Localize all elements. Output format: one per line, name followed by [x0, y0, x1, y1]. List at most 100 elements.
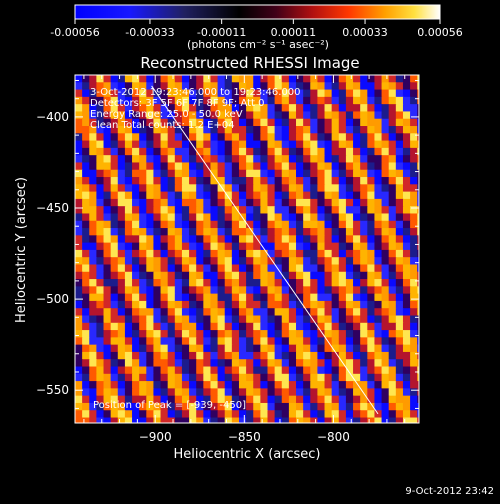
heatmap-pixel	[181, 191, 190, 200]
heatmap-pixel	[395, 118, 404, 127]
heatmap-pixel	[253, 126, 261, 134]
heatmap-pixel	[374, 228, 383, 236]
heatmap-pixel	[189, 381, 197, 389]
heatmap-pixel	[203, 235, 212, 244]
heatmap-pixel	[146, 184, 155, 193]
heatmap-pixel	[132, 417, 140, 423]
x-tick-label: −850	[228, 430, 261, 444]
heatmap-pixel	[174, 249, 183, 258]
heatmap-pixel	[410, 395, 418, 404]
heatmap-pixel	[281, 169, 290, 178]
heatmap-pixel	[146, 206, 155, 215]
heatmap-pixel	[153, 373, 162, 382]
heatmap-pixel	[253, 198, 261, 207]
heatmap-pixel	[360, 96, 368, 105]
heatmap-pixel	[281, 147, 290, 156]
heatmap-pixel	[324, 140, 333, 149]
heatmap-pixel	[89, 198, 97, 207]
heatmap-pixel	[395, 220, 404, 229]
heatmap-pixel	[153, 417, 162, 423]
heatmap-pixel	[360, 395, 368, 404]
heatmap-pixel	[324, 220, 333, 229]
heatmap-pixel	[203, 373, 212, 382]
heatmap-pixel	[395, 410, 404, 419]
heatmap-pixel	[82, 140, 90, 149]
heatmap-pixel	[388, 279, 397, 287]
heatmap-pixel	[267, 344, 276, 353]
heatmap-pixel	[117, 322, 126, 331]
heatmap-pixel	[395, 206, 404, 215]
heatmap-pixel	[367, 198, 376, 207]
heatmap-pixel	[395, 82, 404, 91]
heatmap-pixel	[288, 271, 297, 280]
heatmap-pixel	[117, 395, 126, 404]
heatmap-pixel	[181, 198, 190, 207]
heatmap-pixel	[281, 257, 290, 266]
heatmap-pixel	[374, 89, 383, 98]
heatmap-pixel	[381, 249, 390, 258]
heatmap-pixel	[267, 96, 276, 105]
heatmap-pixel	[402, 228, 411, 236]
heatmap-pixel	[146, 89, 155, 98]
heatmap-pixel	[417, 286, 419, 295]
heatmap-pixel	[189, 257, 197, 266]
heatmap-pixel	[75, 184, 83, 193]
heatmap-pixel	[110, 322, 119, 331]
heatmap-pixel	[388, 147, 397, 156]
heatmap-pixel	[381, 82, 390, 91]
heatmap-pixel	[181, 308, 190, 317]
heatmap-pixel	[160, 395, 169, 404]
heatmap-pixel	[96, 111, 105, 120]
heatmap-pixel	[110, 242, 119, 251]
heatmap-pixel	[217, 155, 226, 164]
heatmap-pixel	[381, 381, 390, 389]
heatmap-pixel	[153, 286, 162, 295]
heatmap-pixel	[253, 89, 261, 98]
heatmap-pixel	[210, 89, 219, 98]
heatmap-pixel	[110, 140, 119, 149]
heatmap-pixel	[388, 118, 397, 127]
heatmap-pixel	[181, 293, 190, 302]
heatmap-pixel	[117, 271, 126, 280]
heatmap-pixel	[110, 388, 119, 397]
heatmap-pixel	[381, 206, 390, 215]
heatmap-pixel	[267, 155, 276, 164]
heatmap-pixel	[181, 315, 190, 324]
heatmap-pixel	[231, 184, 240, 193]
heatmap-pixel	[231, 286, 240, 295]
heatmap-pixel	[353, 206, 361, 215]
heatmap-pixel	[117, 417, 126, 423]
heatmap-pixel	[281, 359, 290, 368]
heatmap-pixel	[303, 344, 311, 353]
heatmap-pixel	[103, 111, 112, 120]
heatmap-pixel	[132, 75, 140, 83]
heatmap-pixel	[345, 228, 354, 236]
heatmap-pixel	[267, 337, 276, 346]
heatmap-pixel	[388, 322, 397, 331]
heatmap-pixel	[317, 359, 326, 368]
heatmap-pixel	[410, 410, 418, 419]
heatmap-pixel	[402, 322, 411, 331]
heatmap-pixel	[288, 337, 297, 346]
heatmap-pixel	[324, 133, 333, 142]
heatmap-pixel	[338, 169, 347, 178]
heatmap-pixel	[324, 177, 333, 185]
heatmap-pixel	[303, 140, 311, 149]
heatmap-pixel	[417, 395, 419, 404]
heatmap-pixel	[374, 344, 383, 353]
heatmap-pixel	[153, 162, 162, 171]
heatmap-pixel	[203, 191, 212, 200]
heatmap-pixel	[153, 82, 162, 91]
heatmap-pixel	[374, 75, 383, 83]
heatmap-pixel	[75, 111, 83, 120]
heatmap-pixel	[345, 249, 354, 258]
heatmap-pixel	[124, 96, 133, 105]
heatmap-pixel	[417, 147, 419, 156]
heatmap-pixel	[203, 279, 212, 287]
heatmap-pixel	[181, 417, 190, 423]
heatmap-pixel	[374, 191, 383, 200]
heatmap-pixel	[82, 417, 90, 423]
heatmap-pixel	[260, 308, 269, 317]
heatmap-pixel	[388, 220, 397, 229]
